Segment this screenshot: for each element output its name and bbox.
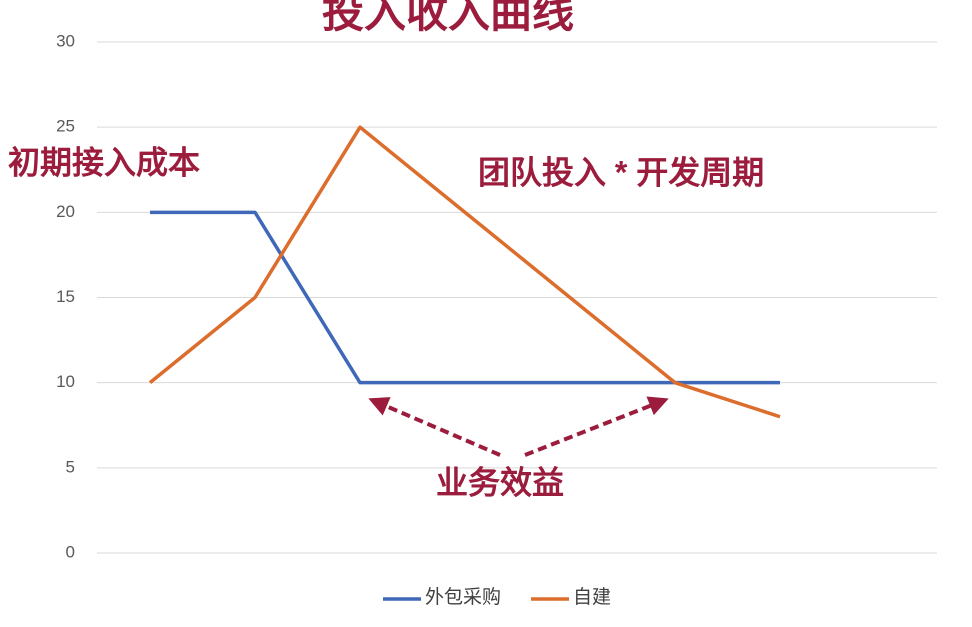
line-series: [148, 125, 781, 419]
y-tick-label: 0: [66, 542, 75, 561]
y-tick-label: 15: [56, 287, 75, 306]
legend-label: 自建: [573, 586, 611, 608]
y-tick-label: 30: [56, 31, 75, 50]
y-tick-label: 5: [66, 457, 75, 476]
y-tick-label: 20: [56, 202, 75, 221]
chart-title: 投入收入曲线: [322, 0, 574, 36]
annotation: 业务效益: [436, 464, 564, 500]
annotation-arrow: [524, 396, 669, 457]
y-tick-label: 10: [56, 372, 75, 391]
legend-label: 外包采购: [425, 586, 501, 608]
annotation: 团队投入 * 开发周期: [478, 154, 764, 190]
y-tick-label: 25: [56, 117, 75, 136]
annotation-arrow: [368, 397, 501, 457]
annotation: 初期接入成本: [8, 144, 200, 180]
